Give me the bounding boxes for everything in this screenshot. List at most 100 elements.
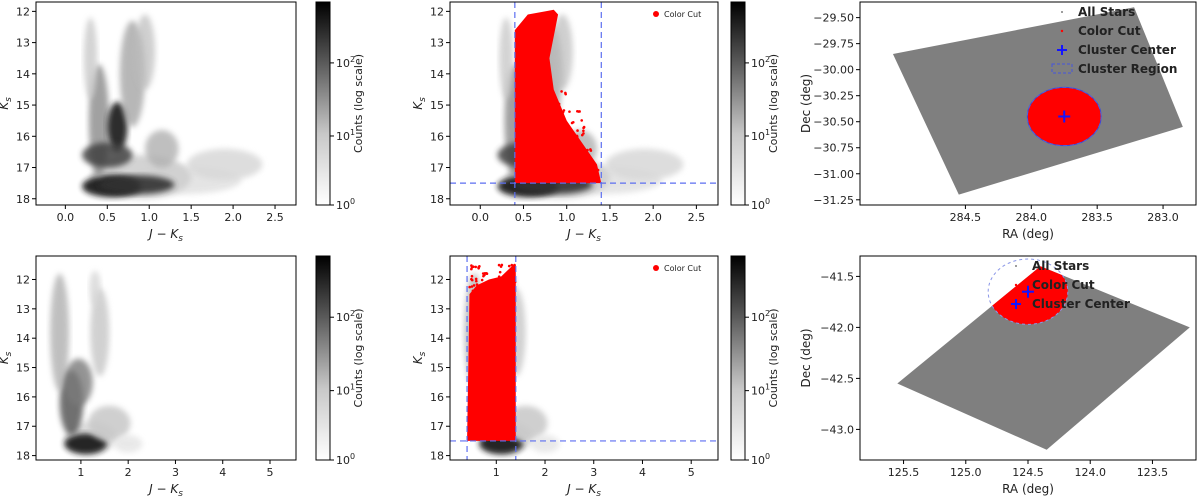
- y-axis-label: Dec (deg): [799, 328, 813, 387]
- colorbar-tick-label: 102: [336, 309, 355, 324]
- legend-top-right: All Stars Color Cut Cluster Center Cluster …: [1051, 5, 1177, 76]
- legend-bottom-middle: Color Cut: [653, 264, 701, 273]
- x-tick-label: 123.5: [1137, 466, 1169, 479]
- x-tick-label: 5: [267, 466, 274, 479]
- color-cut-point: [563, 160, 567, 164]
- sky-map-top-right: [892, 7, 1183, 195]
- legend-label: Color Cut: [1032, 278, 1095, 292]
- density-blob: [499, 17, 514, 99]
- y-tick-label: −30.75: [813, 142, 854, 155]
- x-tick-label: 2.5: [266, 211, 284, 224]
- y-tick-label: 14: [430, 332, 444, 345]
- x-tick-label: 0.5: [515, 211, 533, 224]
- x-tick-label: 4: [639, 466, 646, 479]
- y-axis-label: Ks: [0, 351, 14, 364]
- color-cut-point: [568, 177, 571, 181]
- y-tick-label: 15: [430, 99, 444, 112]
- color-cut-point: [475, 279, 478, 283]
- x-tick-label: 5: [688, 466, 695, 479]
- legend-marker: [1051, 63, 1073, 74]
- density-blob: [134, 14, 156, 90]
- colorbar-label: Counts (log scale): [767, 54, 780, 153]
- color-cut-point: [474, 265, 478, 269]
- color-cut-point: [560, 174, 563, 178]
- color-cut-points: [450, 2, 718, 205]
- legend-label: All Stars: [1032, 259, 1089, 273]
- density-blob: [552, 14, 573, 90]
- legend-label: Color Cut: [664, 264, 701, 273]
- colorbar-label: Counts (log scale): [767, 308, 780, 407]
- y-tick-label: 18: [16, 193, 30, 206]
- x-tick-label: 125.0: [950, 466, 982, 479]
- x-tick-label: 1.0: [140, 211, 158, 224]
- color-cut-point: [510, 289, 513, 293]
- legend-marker: [653, 11, 659, 17]
- x-axis-label: J − Ks: [565, 227, 601, 244]
- legend-marker: [1061, 11, 1063, 13]
- axes-top-left: 0.0 0.5 1.0 1.5 2.0 2.5 12 13 14 15 16 17 18 J − Ks Ks: [0, 1, 297, 244]
- y-tick-label: 13: [430, 37, 444, 50]
- y-tick-label: 15: [430, 362, 444, 375]
- x-tick-label: 1: [493, 466, 500, 479]
- colorbar-gradient: [730, 1, 746, 206]
- x-tick-label: 2: [542, 466, 549, 479]
- density-blob: [89, 270, 101, 306]
- x-tick-label: 124.0: [1074, 466, 1106, 479]
- y-tick-label: 17: [430, 420, 444, 433]
- color-cut-point: [489, 286, 493, 290]
- color-cut-point: [567, 170, 570, 174]
- colorbar-gradient: [730, 255, 746, 461]
- color-cut-point: [564, 91, 567, 95]
- color-cut-point: [470, 264, 473, 267]
- y-tick-label: 14: [16, 68, 30, 81]
- y-tick-label: 17: [16, 162, 30, 175]
- color-cut-point: [507, 264, 511, 268]
- x-tick-label: 124.5: [1012, 466, 1044, 479]
- y-axis-label: Dec (deg): [799, 74, 813, 133]
- cluster-region: [987, 258, 1069, 325]
- x-tick-label: 2.0: [224, 211, 242, 224]
- x-tick-label: 1.5: [601, 211, 619, 224]
- y-tick-label: 14: [430, 68, 444, 81]
- x-axis-label: J − Ks: [147, 482, 183, 498]
- y-tick-label: −41.5: [820, 270, 854, 283]
- legend-marker: [1057, 45, 1067, 55]
- y-tick-label: 13: [430, 303, 444, 316]
- x-tick-label: 283.5: [1081, 211, 1113, 224]
- x-tick-label: 2: [125, 466, 132, 479]
- color-cut-point: [501, 279, 504, 282]
- colorbar-tick-label: 100: [751, 197, 770, 212]
- color-cut-point: [586, 157, 590, 160]
- density-blob: [83, 17, 98, 99]
- color-cut-point: [471, 265, 475, 269]
- legend-label: All Stars: [1078, 5, 1135, 19]
- x-tick-label: 0.0: [472, 211, 490, 224]
- colorbar-tick-label: 100: [336, 197, 355, 212]
- y-tick-label: −42.5: [820, 372, 854, 385]
- colorbar-tick-label: 100: [751, 452, 770, 467]
- density-blob: [50, 273, 70, 392]
- color-cut-point: [562, 162, 565, 166]
- cmd-density-top-left: [82, 14, 263, 199]
- x-tick-label: 2.0: [644, 211, 662, 224]
- cmd-density-bottom-left: [50, 270, 143, 455]
- y-tick-label: 13: [16, 303, 30, 316]
- color-cut-point: [597, 179, 600, 182]
- color-cut-point: [568, 159, 572, 163]
- colorbar-tick-label: 102: [751, 309, 770, 324]
- y-tick-label: 12: [430, 273, 444, 286]
- y-tick-label: −29.75: [813, 38, 854, 51]
- y-axis-label: Ks: [0, 97, 14, 110]
- color-cut-point: [475, 283, 479, 286]
- color-cut-point: [490, 281, 494, 285]
- y-tick-label: 16: [430, 391, 444, 404]
- colorbar-label: Counts (log scale): [352, 308, 365, 407]
- color-cut-point: [560, 170, 563, 174]
- color-cut-point: [557, 102, 561, 106]
- color-cut-point: [580, 119, 584, 122]
- axes-frame: [449, 1, 719, 206]
- y-tick-label: 16: [16, 391, 30, 404]
